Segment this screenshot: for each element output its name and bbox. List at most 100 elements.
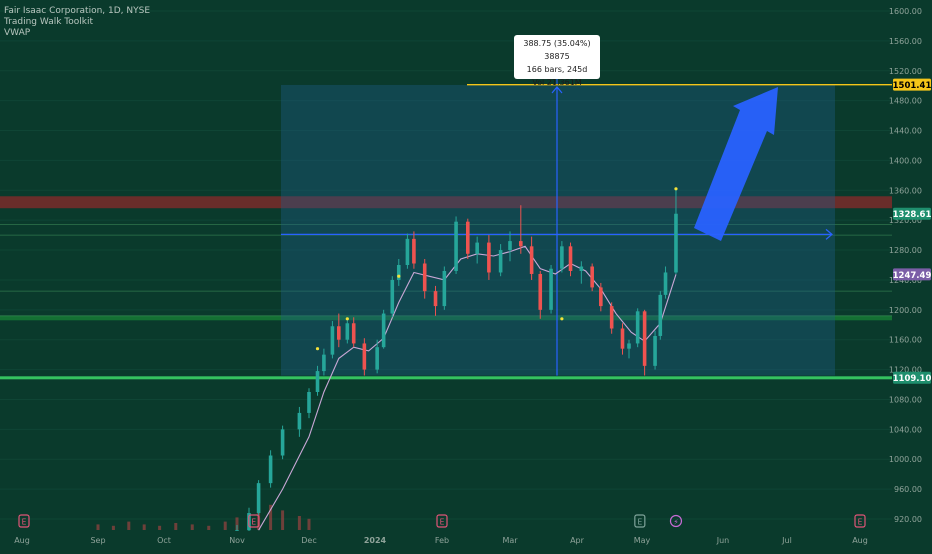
candle-body — [674, 213, 678, 273]
candle-body — [653, 335, 657, 366]
candle-body — [351, 323, 356, 344]
time-tick-label: 2024 — [364, 536, 387, 545]
candle-body — [307, 392, 311, 413]
candle-body — [442, 270, 447, 307]
price-tag — [893, 78, 931, 91]
price-tick-label: 1200.00 — [889, 306, 922, 315]
volume-bar — [142, 524, 146, 530]
price-axis: 920.00 960.00 1000.00 1040.00 1080.00 1120.00… — [889, 0, 932, 550]
event-badges: E E E E ⚡ E — [18, 514, 866, 528]
candle-body — [412, 238, 416, 264]
candle-body — [599, 287, 603, 307]
price-tick-label: 1600.00 — [889, 7, 922, 16]
time-tick-label: Oct — [157, 536, 171, 545]
price-tick-label: 1560.00 — [889, 37, 922, 46]
candle-body — [475, 242, 479, 254]
resistance-zone — [0, 196, 892, 209]
volume-bar — [281, 510, 285, 530]
candle-body — [560, 246, 564, 269]
time-tick-label: Aug — [14, 536, 30, 545]
earnings-badge — [18, 514, 30, 528]
event-badge-label: E — [251, 518, 256, 527]
earnings-badge — [436, 514, 448, 528]
candle-body — [454, 221, 458, 271]
signal-dot — [345, 317, 349, 321]
price-tick-label: 960.00 — [894, 485, 922, 494]
time-axis-background — [0, 531, 932, 550]
legend-indicator-toolkit[interactable]: Trading Walk Toolkit — [4, 17, 94, 27]
price-tick-label: 1520.00 — [889, 67, 922, 76]
legend-indicator-vwap[interactable]: VWAP — [4, 28, 31, 38]
candle-body — [663, 272, 668, 295]
candle-body — [465, 221, 470, 254]
candle-body — [381, 313, 386, 348]
price-tick-label: 1480.00 — [889, 97, 922, 106]
time-tick-label: Nov — [229, 536, 245, 545]
signal-dot — [674, 187, 678, 191]
volume-bar — [223, 521, 227, 530]
candle-body — [568, 246, 573, 271]
candles — [96, 188, 678, 554]
volume-bar — [269, 504, 273, 530]
volume-bar — [96, 524, 100, 530]
volume-bar — [174, 523, 178, 530]
volume-bar — [207, 525, 211, 530]
candle-body — [538, 273, 543, 310]
price-tick-label: 1160.00 — [889, 336, 922, 345]
measure-arrowhead-up — [551, 86, 563, 94]
candle-body — [642, 311, 647, 366]
price-tick-label: 1040.00 — [889, 425, 922, 434]
legend-symbol[interactable]: Fair Isaac Corporation, 1D, NYSE — [4, 6, 151, 16]
time-tick-label: Feb — [435, 536, 449, 545]
signal-markers — [315, 187, 678, 351]
volume-bar — [297, 516, 301, 530]
projection-arrow — [694, 87, 778, 241]
price-tag-label: 1109.10 — [893, 374, 932, 384]
price-tag — [893, 371, 931, 384]
candle-body — [280, 429, 285, 456]
event-badge-label: ⚡ — [673, 518, 678, 527]
candle-body — [362, 343, 367, 370]
time-tick-label: Jul — [781, 536, 792, 545]
earnings-badge — [248, 514, 260, 528]
candle-body — [345, 323, 350, 340]
measure-label: 388.75 (35.04%) 38875 166 bars, 245d Vol… — [514, 35, 600, 87]
measure-volume: Vol 21.361M — [532, 78, 582, 87]
volume-bar — [307, 518, 311, 530]
candle-body — [549, 268, 553, 310]
signal-dot — [560, 317, 564, 321]
time-tick-label: Dec — [301, 536, 316, 545]
candle-body — [297, 412, 302, 430]
price-tag-label: 1501.41 — [893, 81, 932, 91]
price-tag — [893, 268, 931, 281]
time-tick-label: Jun — [716, 536, 730, 545]
volume-bar — [158, 525, 162, 530]
price-tick-label: 1240.00 — [889, 276, 922, 285]
measure-arrowhead-right — [825, 228, 833, 240]
candle-body — [390, 279, 395, 314]
candle-body — [508, 241, 512, 251]
price-tick-label: 1080.00 — [889, 395, 922, 404]
price-tag-label: 1328.61 — [893, 210, 932, 220]
measure-bars: 166 bars, 245d — [526, 65, 588, 74]
price-tag-label: 1247.49 — [893, 271, 932, 281]
signal-dot — [397, 274, 401, 278]
time-tick-label: Aug — [852, 536, 868, 545]
candle-body — [635, 311, 640, 344]
base-support-zone — [0, 376, 892, 380]
time-tick-label: Mar — [502, 536, 518, 545]
price-tick-label: 1400.00 — [889, 156, 922, 165]
candle-body — [590, 266, 594, 288]
time-tick-label: Apr — [570, 536, 585, 545]
candle-body — [256, 483, 261, 514]
volume-bar — [127, 521, 131, 530]
candle-body — [422, 263, 427, 292]
candle-body — [433, 291, 438, 307]
projection-arrow-shape — [694, 87, 778, 241]
candle-body — [330, 326, 335, 355]
event-badge-label: E — [440, 518, 445, 527]
candle-body — [405, 238, 410, 265]
event-badge-label: E — [22, 518, 27, 527]
